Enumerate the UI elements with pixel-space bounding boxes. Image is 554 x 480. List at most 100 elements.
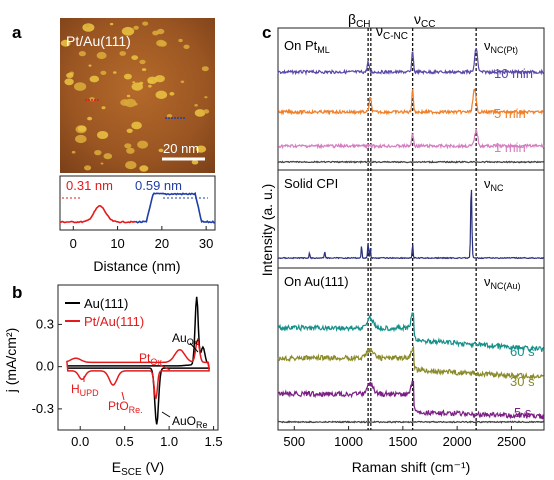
cv-ticks: 0.0 0.5 1.0 1.5 0.3 0.0 -0.3 [32,316,223,449]
cv-plot: 0.0 0.5 1.0 1.5 0.3 0.0 -0.3 Au(111) Pt/Au(111… [3,284,223,478]
afm-island [124,98,137,108]
label-pt-5min: 5 min [494,106,526,121]
afm-island [78,51,86,57]
raman-x-tick-label: 2000 [443,434,472,449]
spectrum-pt-5min [277,88,544,116]
annot-h-upd: HUPD [71,382,99,398]
profile-frame [59,175,216,231]
annot-auo-re-arrow [161,411,171,418]
afm-island [89,97,95,102]
afm-island [156,39,166,47]
cv-frame [57,284,219,431]
afm-island [194,109,206,117]
afm-island [204,96,208,99]
raman-x-tick-label: 2500 [497,434,526,449]
afm-island [66,72,74,78]
raman-y-label: Intensity (a. u.) [259,184,275,277]
afm-island [169,92,175,96]
profile-blue-height: 0.59 nm [135,178,182,193]
afm-island [166,114,173,118]
afm-island [123,73,132,80]
afm-island [101,106,106,110]
raman-top-band: νNC(Pt) [484,38,518,55]
afm-island [142,21,149,26]
afm-island [74,82,87,91]
afm-island [133,25,139,30]
annot-au-ox: AuOx [172,331,199,347]
cv-y-tick-label: 0.3 [36,316,54,331]
annot-pt-ox: PtOx [139,351,162,367]
raman-bot-band: νNC(Au) [484,274,521,291]
afm-island [183,44,190,49]
afm-island [139,165,149,172]
annot-au-ox-arrow [189,342,199,353]
afm-island [194,104,198,107]
spectrum-au-60s [277,312,545,353]
afm-island [126,94,131,98]
afm-island [97,131,109,139]
raman-mid-title: Solid CPI [284,176,338,191]
profile-red-line [60,204,136,224]
afm-island [152,30,160,36]
raman-x-tick-label: 500 [283,434,305,449]
spectrum-pt-1min [277,128,545,150]
raman-x-label: Raman shift (cm⁻¹) [352,459,471,475]
legend-pt-label: Pt/Au(111) [84,314,144,329]
annot-pto-re-arrow [121,391,125,401]
spectrum-pt-10min [277,47,545,76]
afm-island [89,75,100,83]
afm-island [126,128,133,133]
afm-island [77,125,87,132]
profile-x-tick-label: 20 [155,236,169,251]
annot-pto-re: PtORe. [108,399,143,415]
spectrum-au-30s [277,345,545,381]
spectrum-au-5s [277,380,545,420]
annot-pt-ox-arrow [159,364,171,371]
afm-image: Pt/Au(111) 20 nm [60,18,215,173]
afm-island [100,70,107,75]
afm-sample-label: Pt/Au(111) [66,33,131,49]
band-label-beta-ch: βCH [348,11,371,30]
afm-island [124,143,132,149]
afm-island [85,24,90,27]
afm-island [148,84,152,88]
afm-island [100,162,104,165]
afm-island [103,153,113,160]
afm-island [60,39,71,47]
afm-island [178,38,183,43]
raman-x-ticks: 500 1000 1500 2000 2500 [283,426,526,449]
label-pt-10min: 10 min [494,66,533,81]
raman-frame-bot [277,267,545,431]
afm-island [119,51,126,56]
afm-island [154,75,165,83]
afm-island [180,80,185,84]
afm-island [131,55,139,60]
panel-label-c: c [262,23,271,42]
spectrum-solid-cpi [277,189,545,260]
afm-island [75,134,87,144]
afm-island [96,51,107,60]
spectrum-au-baseline [277,420,545,424]
profile-x-tick-label: 0 [70,236,77,251]
panel-label-b: b [12,283,22,302]
annot-auo-re: AuORe [172,414,208,430]
afm-island [94,150,102,156]
profile-blue-line [135,191,216,224]
band-label-nu-cc: νCC [414,11,435,30]
afm-island [158,148,164,153]
afm-island [126,147,135,154]
afm-island [203,109,210,114]
cv-x-label: ESCE (V) [112,459,164,478]
afm-island [109,22,114,26]
label-au-5s: 5 s [514,405,532,420]
raman-mid-band: νNC [484,176,504,193]
label-au-30s: 30 s [510,374,535,389]
profile-red-height: 0.31 nm [66,178,113,193]
afm-island [131,121,142,130]
afm-island [139,59,146,65]
afm-island [82,23,95,32]
afm-island [155,90,168,100]
afm-island [132,81,136,84]
cv-y-tick-label: -0.3 [32,401,54,416]
raman-plot: 500 1000 1500 2000 2500 βCH νC-NC νCC On PtM… [259,11,545,475]
